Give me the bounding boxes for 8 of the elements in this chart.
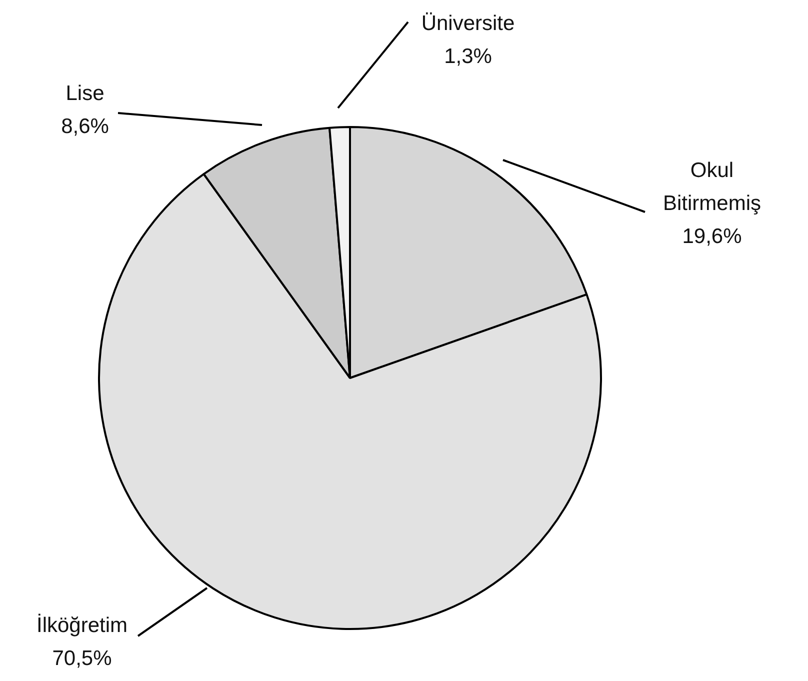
slice-label: Okul Bitirmemiş [663,159,761,215]
slice-label: Lise [66,82,104,105]
data-label: 8,6% [61,115,109,138]
data-label: 1,3% [444,45,492,68]
data-label: 19,6% [682,225,742,248]
slice-label: Üniversite [421,12,515,35]
data-label: 70,5% [52,647,112,670]
slice-label: İlköğretim [36,613,128,637]
